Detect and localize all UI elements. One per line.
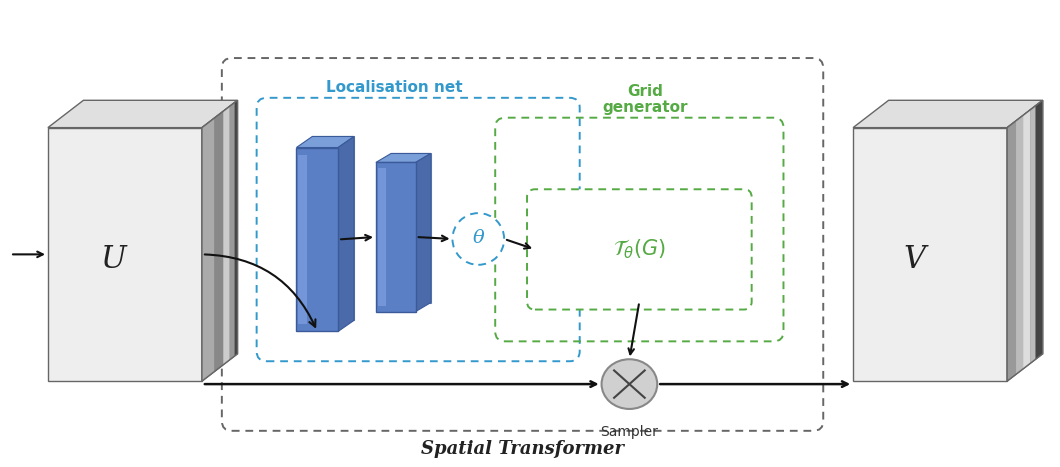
- Polygon shape: [853, 127, 1007, 381]
- Text: Sampler: Sampler: [600, 425, 658, 439]
- Polygon shape: [48, 100, 237, 127]
- Text: $\mathcal{T}_\theta(G)$: $\mathcal{T}_\theta(G)$: [613, 238, 666, 261]
- FancyBboxPatch shape: [527, 189, 752, 310]
- Text: Localisation net: Localisation net: [325, 80, 462, 95]
- Polygon shape: [853, 100, 1043, 127]
- FancyBboxPatch shape: [376, 163, 416, 311]
- Text: θ: θ: [473, 229, 484, 247]
- Polygon shape: [378, 169, 386, 305]
- Polygon shape: [391, 154, 430, 303]
- Polygon shape: [224, 106, 230, 365]
- FancyBboxPatch shape: [297, 148, 338, 332]
- Polygon shape: [202, 118, 214, 381]
- Polygon shape: [202, 100, 237, 381]
- Text: V: V: [904, 244, 925, 275]
- Text: Spatial Transformer: Spatial Transformer: [421, 440, 624, 458]
- Polygon shape: [1007, 100, 1043, 381]
- Polygon shape: [230, 102, 234, 360]
- Ellipse shape: [602, 359, 657, 409]
- Polygon shape: [297, 136, 354, 148]
- Polygon shape: [299, 155, 306, 324]
- Text: Grid
generator: Grid generator: [602, 84, 688, 115]
- Polygon shape: [1023, 110, 1030, 369]
- Polygon shape: [1036, 100, 1043, 359]
- Polygon shape: [376, 154, 430, 163]
- Polygon shape: [214, 111, 224, 372]
- Circle shape: [453, 213, 505, 265]
- Polygon shape: [1030, 106, 1036, 363]
- Polygon shape: [338, 136, 354, 332]
- FancyArrowPatch shape: [205, 255, 316, 327]
- Polygon shape: [234, 100, 237, 356]
- Polygon shape: [1007, 121, 1017, 381]
- Polygon shape: [48, 127, 202, 381]
- Text: U: U: [100, 244, 125, 275]
- Polygon shape: [416, 154, 430, 311]
- Polygon shape: [313, 136, 354, 320]
- Polygon shape: [1017, 115, 1023, 374]
